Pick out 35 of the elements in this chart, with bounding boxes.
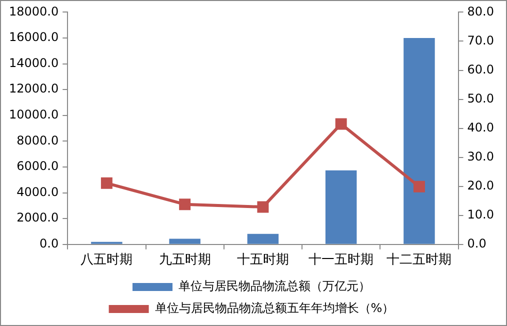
y-tick-label: 2000.0 xyxy=(16,210,59,225)
x-tick-label: 九五时期 xyxy=(158,252,211,268)
y-tick-label: 16000.0 xyxy=(9,30,59,44)
y2-tick-label: 30.0 xyxy=(467,149,494,164)
legend-label: 单位与居民物品物流总额五年年均增长（%） xyxy=(154,301,394,316)
y2-tick-label: 60.0 xyxy=(467,62,494,76)
y-tick-label: 0.0 xyxy=(40,236,59,251)
bar xyxy=(247,234,279,244)
y-tick-label: 6000.0 xyxy=(16,159,59,174)
y2-tick-label: 40.0 xyxy=(467,120,494,134)
y-tick-label: 12000.0 xyxy=(9,82,59,96)
x-tick-label: 十一五时期 xyxy=(308,252,374,268)
y-tick-label: 4000.0 xyxy=(16,184,59,199)
y2-tick-label: 50.0 xyxy=(467,91,494,106)
x-tick-label: 十五时期 xyxy=(236,252,289,268)
bar xyxy=(169,238,200,244)
legend-label: 单位与居民物品物流总额（万亿元） xyxy=(178,279,370,294)
bar xyxy=(404,38,435,244)
y-tick-label: 14000.0 xyxy=(9,56,59,70)
y2-tick-label: 70.0 xyxy=(467,33,494,48)
point xyxy=(100,177,112,189)
y-tick-label: 18000.0 xyxy=(9,4,59,18)
point xyxy=(179,198,191,210)
point xyxy=(257,201,269,213)
y-tick-label: 10000.0 xyxy=(9,108,59,122)
x-tick-label: 十二五时期 xyxy=(386,252,452,268)
y2-tick-label: 80.0 xyxy=(467,4,494,18)
y-tick-label: 8000.0 xyxy=(16,133,59,148)
bar xyxy=(325,170,357,244)
x-tick-label: 八五时期 xyxy=(80,252,133,268)
point xyxy=(335,118,347,130)
y2-tick-label: 10.0 xyxy=(467,208,494,222)
y2-tick-label: 20.0 xyxy=(467,178,494,192)
point xyxy=(413,180,425,192)
y2-tick-label: 0.0 xyxy=(467,236,486,251)
